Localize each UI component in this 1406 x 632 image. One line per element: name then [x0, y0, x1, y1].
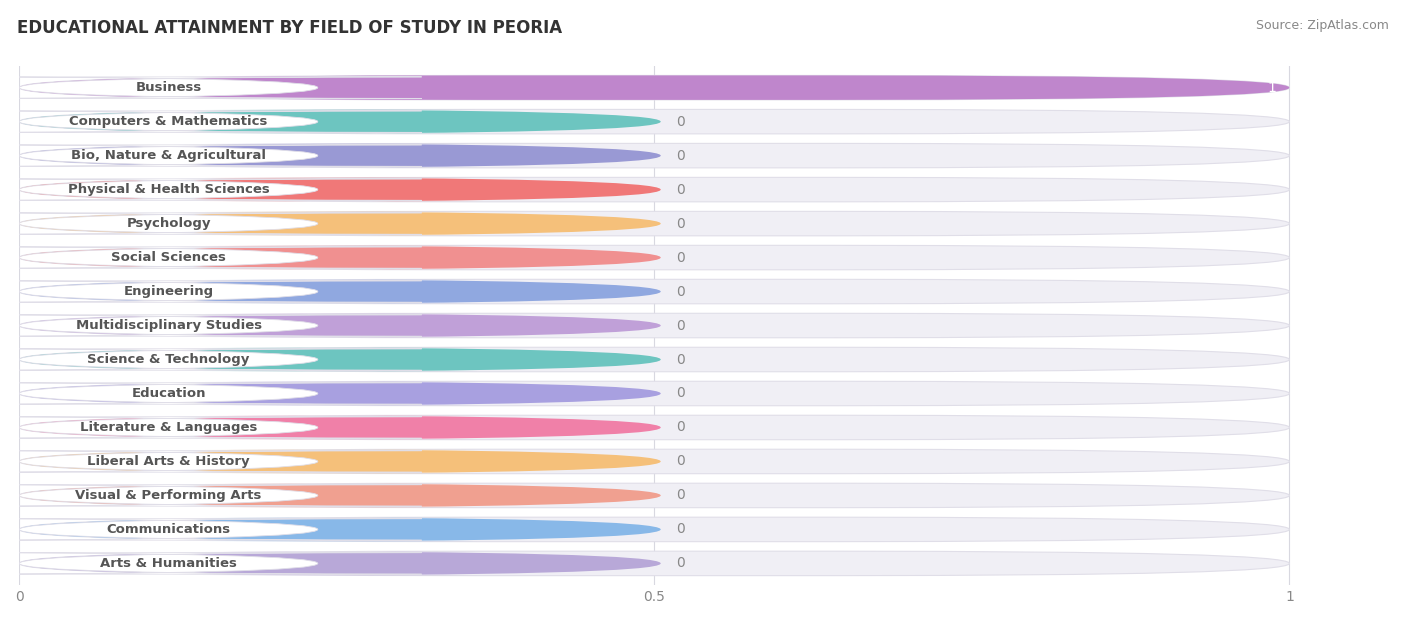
FancyBboxPatch shape	[0, 77, 422, 99]
FancyBboxPatch shape	[20, 381, 661, 406]
FancyBboxPatch shape	[20, 347, 1289, 372]
FancyBboxPatch shape	[20, 75, 1289, 100]
Text: Engineering: Engineering	[124, 285, 214, 298]
FancyBboxPatch shape	[20, 381, 1289, 406]
FancyBboxPatch shape	[20, 211, 661, 236]
FancyBboxPatch shape	[20, 109, 661, 134]
Text: 0: 0	[676, 319, 685, 332]
FancyBboxPatch shape	[20, 178, 661, 202]
Text: 0: 0	[676, 387, 685, 401]
Text: Communications: Communications	[107, 523, 231, 536]
FancyBboxPatch shape	[20, 551, 1289, 576]
Text: Social Sciences: Social Sciences	[111, 251, 226, 264]
FancyBboxPatch shape	[20, 279, 1289, 304]
Text: 0: 0	[676, 217, 685, 231]
Text: EDUCATIONAL ATTAINMENT BY FIELD OF STUDY IN PEORIA: EDUCATIONAL ATTAINMENT BY FIELD OF STUDY…	[17, 19, 562, 37]
FancyBboxPatch shape	[20, 211, 1289, 236]
FancyBboxPatch shape	[20, 245, 661, 270]
Text: Computers & Mathematics: Computers & Mathematics	[69, 115, 267, 128]
FancyBboxPatch shape	[20, 109, 1289, 134]
FancyBboxPatch shape	[0, 416, 422, 438]
Text: 0: 0	[676, 250, 685, 265]
FancyBboxPatch shape	[20, 143, 661, 168]
FancyBboxPatch shape	[20, 517, 661, 542]
Text: 1: 1	[1268, 81, 1277, 95]
FancyBboxPatch shape	[0, 485, 422, 506]
Text: Psychology: Psychology	[127, 217, 211, 230]
Text: Education: Education	[131, 387, 205, 400]
FancyBboxPatch shape	[0, 179, 422, 200]
FancyBboxPatch shape	[0, 451, 422, 472]
FancyBboxPatch shape	[20, 415, 661, 440]
FancyBboxPatch shape	[20, 143, 1289, 168]
FancyBboxPatch shape	[20, 178, 1289, 202]
Text: Source: ZipAtlas.com: Source: ZipAtlas.com	[1256, 19, 1389, 32]
Text: 0: 0	[676, 523, 685, 537]
Text: Business: Business	[135, 81, 201, 94]
Text: Arts & Humanities: Arts & Humanities	[100, 557, 238, 570]
FancyBboxPatch shape	[0, 383, 422, 404]
Text: Physical & Health Sciences: Physical & Health Sciences	[67, 183, 270, 196]
Text: Visual & Performing Arts: Visual & Performing Arts	[76, 489, 262, 502]
Text: Literature & Languages: Literature & Languages	[80, 421, 257, 434]
Text: 0: 0	[676, 353, 685, 367]
FancyBboxPatch shape	[20, 75, 1289, 100]
FancyBboxPatch shape	[20, 483, 1289, 507]
Text: 0: 0	[676, 114, 685, 129]
Text: 0: 0	[676, 284, 685, 298]
Text: 0: 0	[676, 489, 685, 502]
FancyBboxPatch shape	[0, 552, 422, 574]
FancyBboxPatch shape	[20, 279, 661, 304]
Text: Science & Technology: Science & Technology	[87, 353, 250, 366]
FancyBboxPatch shape	[0, 111, 422, 132]
Text: 0: 0	[676, 556, 685, 571]
Text: Bio, Nature & Agricultural: Bio, Nature & Agricultural	[72, 149, 266, 162]
Text: 0: 0	[676, 149, 685, 162]
FancyBboxPatch shape	[20, 449, 1289, 474]
FancyBboxPatch shape	[20, 483, 661, 507]
FancyBboxPatch shape	[0, 519, 422, 540]
FancyBboxPatch shape	[0, 315, 422, 336]
Text: 0: 0	[676, 454, 685, 468]
FancyBboxPatch shape	[0, 281, 422, 302]
FancyBboxPatch shape	[0, 247, 422, 269]
FancyBboxPatch shape	[20, 551, 661, 576]
Text: Multidisciplinary Studies: Multidisciplinary Studies	[76, 319, 262, 332]
FancyBboxPatch shape	[20, 517, 1289, 542]
FancyBboxPatch shape	[20, 347, 661, 372]
FancyBboxPatch shape	[0, 213, 422, 234]
Text: 0: 0	[676, 420, 685, 434]
FancyBboxPatch shape	[20, 313, 1289, 337]
FancyBboxPatch shape	[20, 313, 661, 337]
Text: 0: 0	[676, 183, 685, 197]
Text: Liberal Arts & History: Liberal Arts & History	[87, 455, 250, 468]
FancyBboxPatch shape	[0, 349, 422, 370]
FancyBboxPatch shape	[20, 415, 1289, 440]
FancyBboxPatch shape	[20, 245, 1289, 270]
FancyBboxPatch shape	[20, 449, 661, 474]
FancyBboxPatch shape	[0, 145, 422, 166]
